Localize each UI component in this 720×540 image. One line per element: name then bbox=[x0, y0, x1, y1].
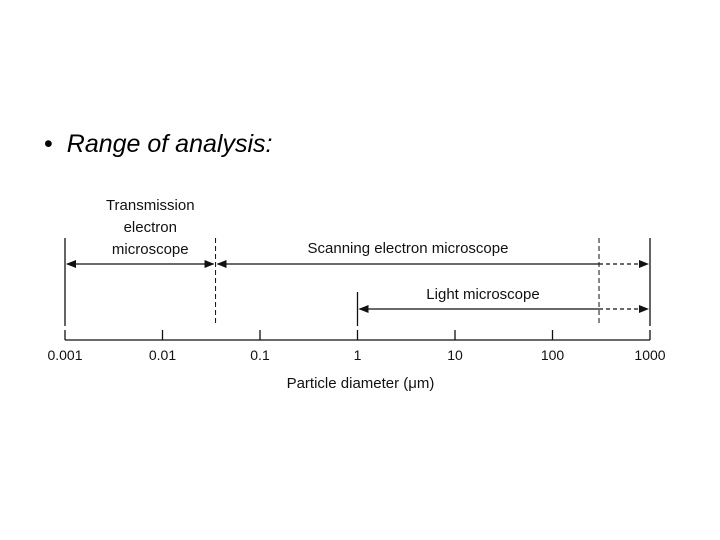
range-label-tem: electron bbox=[124, 219, 177, 236]
axis-tick-label: 1000 bbox=[634, 347, 665, 363]
axis-tick-label: 100 bbox=[541, 347, 565, 363]
bullet-item: • Range of analysis: bbox=[44, 130, 272, 159]
axis-tick-label: 1 bbox=[354, 347, 362, 363]
bullet-text: Range of analysis: bbox=[66, 130, 273, 158]
range-label-tem: Transmission bbox=[106, 197, 195, 214]
boundary-lines bbox=[64, 238, 651, 326]
range-label-lm: Light microscope bbox=[426, 286, 539, 303]
axis-tick-label: 0.001 bbox=[47, 347, 82, 363]
axis-label: Particle diameter (μm) bbox=[287, 375, 435, 392]
axis-tick-label: 10 bbox=[447, 347, 463, 363]
range-label-tem: microscope bbox=[112, 241, 189, 258]
range-label-sem: Scanning electron microscope bbox=[308, 240, 509, 257]
bullet-marker: • bbox=[44, 130, 53, 158]
range-arrows: Transmission electron microscope Scanning e… bbox=[66, 197, 649, 313]
axis-tick-label: 0.01 bbox=[149, 347, 176, 363]
axis-ticks: 0.001 0.01 0.1 1 10 100 1000 bbox=[47, 330, 666, 363]
axis-tick-label: 0.1 bbox=[250, 347, 270, 363]
